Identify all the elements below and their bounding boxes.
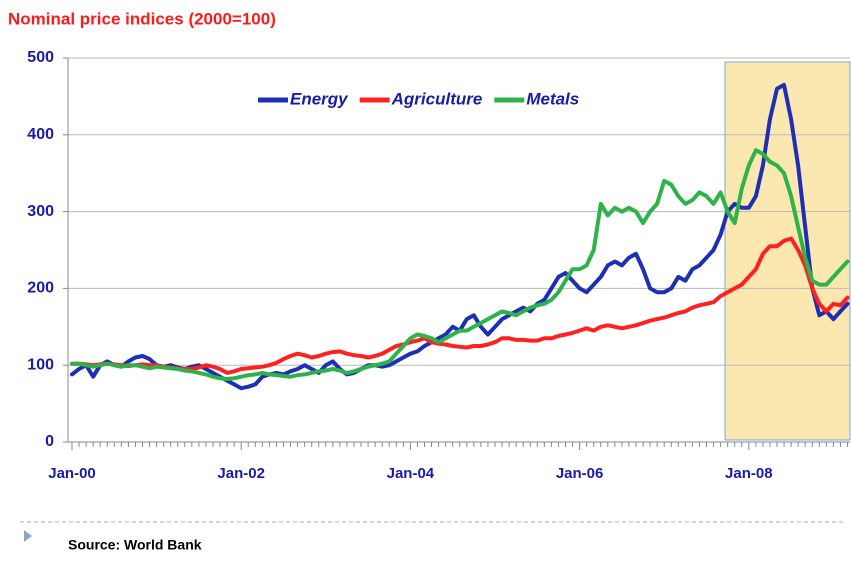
series-line [70,236,850,375]
legend-label: Energy [290,89,349,108]
highlight-region [724,61,851,441]
x-tick-label: Jan-00 [48,465,96,482]
x-tick-label: Jan-02 [217,465,265,482]
y-tick-label: 100 [27,356,54,373]
legend-label: Agriculture [391,89,483,108]
y-tick-label: 500 [27,49,54,66]
y-tick-label: 300 [27,203,54,220]
legend: Energy Agriculture Metals [258,89,579,108]
x-tick-label: Jan-04 [387,465,435,482]
y-tick-label: 200 [27,280,54,297]
y-tick-label: 400 [27,126,54,143]
lines [70,82,850,391]
axes: 0 100 200 300 400 500 Jan-00 Jan-02 Jan-04 Jan-06… [27,49,850,482]
x-tick-label: Jan-08 [725,465,773,482]
x-tick-label: Jan-06 [556,465,604,482]
chart-title: Nominal price indices (2000=100) [8,9,276,28]
y-tick-label: 0 [45,433,54,450]
series-line [70,148,850,381]
source-note: Source: World Bank [68,537,202,553]
bullet [24,530,32,542]
legend-label: Metals [526,89,579,108]
